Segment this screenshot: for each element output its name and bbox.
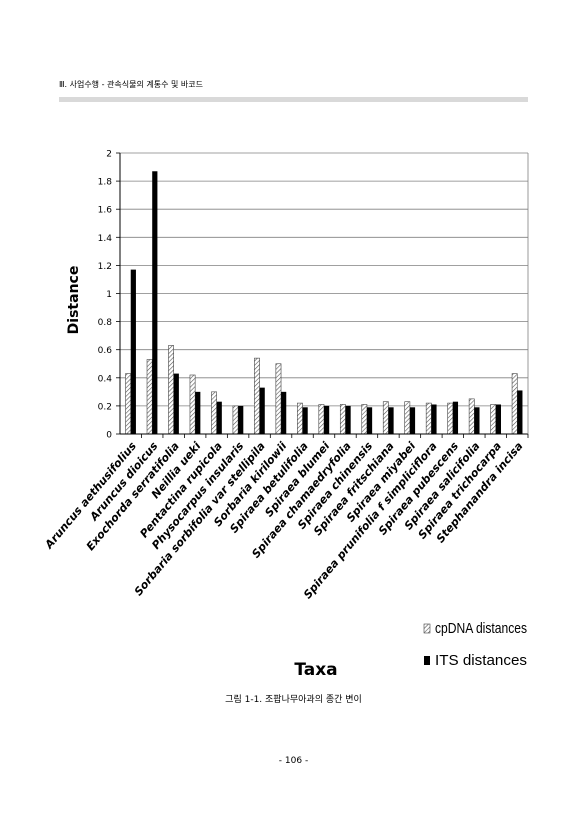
bar-its: [431, 404, 437, 434]
bar-its: [259, 387, 265, 434]
bar-cpdna: [468, 398, 475, 435]
bar-cpdna: [511, 373, 518, 435]
bar-cpdna: [425, 402, 432, 435]
x-axis-label: Taxa: [294, 660, 337, 680]
y-tick-label: 1.2: [98, 262, 112, 272]
bar-cpdna: [189, 374, 196, 435]
y-tick-label: 2: [106, 150, 112, 160]
bar-its: [238, 405, 244, 434]
y-axis-label: Distance: [66, 266, 82, 335]
bar-its: [216, 401, 222, 434]
header-rule: [59, 97, 528, 102]
bar-cpdna: [361, 404, 368, 435]
y-tick-label: 1.4: [98, 234, 113, 244]
y-tick-label: 0.8: [98, 318, 113, 328]
y-tick-label: 0.2: [98, 402, 112, 412]
bar-its: [195, 391, 201, 434]
bar-cpdna: [339, 404, 346, 435]
bars: [125, 171, 523, 435]
y-tick-label: 1: [106, 290, 112, 300]
bar-cpdna: [275, 363, 282, 435]
bar-its: [173, 373, 179, 434]
bar-its: [474, 407, 480, 434]
bar-its: [452, 401, 459, 434]
bar-cpdna: [232, 405, 239, 435]
bar-cpdna: [146, 359, 153, 435]
bar-its: [495, 404, 501, 434]
legend: cpDNA distances ITS distances: [423, 620, 527, 669]
bar-cpdna: [297, 402, 303, 435]
legend-swatch-its: [424, 656, 430, 665]
bar-its: [409, 407, 416, 434]
bar-its: [345, 405, 351, 434]
bar-cpdna: [168, 345, 174, 435]
bar-cpdna: [254, 357, 260, 435]
gridlines: [120, 152, 528, 435]
bar-cpdna: [404, 401, 411, 435]
bar-cpdna: [447, 402, 454, 435]
bar-its: [281, 391, 287, 434]
y-tick-label: 0: [106, 431, 112, 441]
bar-its: [152, 171, 158, 434]
y-tick-label: 1.6: [98, 206, 113, 216]
bar-its: [517, 390, 523, 434]
bar-its: [302, 407, 308, 434]
page-header: Ⅲ. 사업수행 - 관속식물의 계통수 및 바코드: [59, 80, 203, 89]
bar-cpdna: [125, 373, 132, 435]
bar-its: [366, 407, 373, 434]
legend-label: ITS distances: [435, 652, 527, 669]
y-tick-label: 0.6: [98, 346, 113, 356]
bar-its: [324, 405, 330, 434]
legend-swatch-cpdna: [423, 623, 431, 634]
page-number: - 106 -: [278, 756, 309, 766]
y-tick-label: 1.8: [98, 178, 113, 188]
bar-its: [388, 407, 394, 434]
figure-caption: 그림 1-1. 조팝나무아과의 종간 변이: [225, 695, 362, 705]
bar-cpdna: [490, 404, 497, 435]
bar-cpdna: [211, 391, 217, 435]
bar-cpdna: [382, 401, 389, 435]
legend-label: cpDNA distances: [435, 620, 527, 637]
bar-cpdna: [318, 404, 325, 435]
bar-its: [130, 269, 136, 434]
y-tick-label: 0.4: [98, 374, 113, 384]
